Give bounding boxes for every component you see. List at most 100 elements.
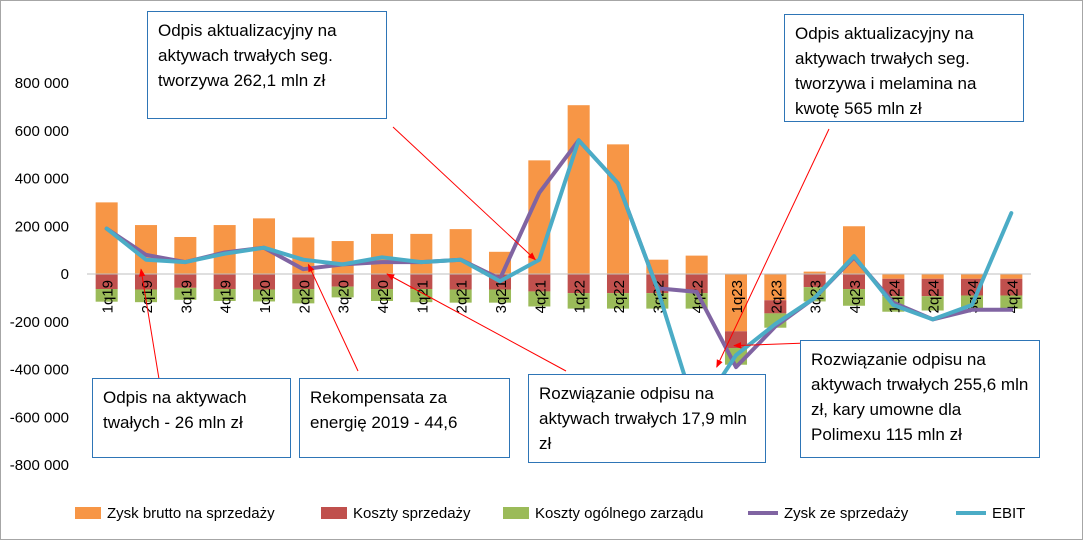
bar-koszty-zarzadu [292, 289, 315, 304]
legend-label: Zysk ze sprzedaży [784, 505, 909, 522]
bar-koszty-zarzadu [842, 289, 866, 306]
annotation-arrow [392, 126, 536, 261]
x-tick-label: 3q19 [178, 280, 195, 313]
x-tick-label: 1q20 [257, 280, 274, 313]
bar-zysk-brutto [174, 236, 197, 274]
bar-koszty-sprzedazy [410, 274, 433, 290]
x-tick-label: 2q19 [139, 280, 156, 313]
annotation-odpis-26: Odpis na aktywach twałych - 26 mln zł [92, 378, 291, 458]
bar-zysk-brutto [331, 241, 354, 274]
y-tick-label: 800 000 [15, 75, 69, 92]
bar-koszty-sprzedazy [292, 274, 315, 290]
annotation-rekompensata: Rekompensata za energię 2019 - 44,6 [299, 378, 510, 458]
bar-koszty-sprzedazy [882, 278, 905, 297]
x-tick-label: 4q20 [375, 280, 392, 313]
legend-swatch [75, 507, 101, 519]
bar-koszty-zarzadu [134, 289, 158, 303]
x-tick-label: 1q22 [572, 280, 589, 313]
x-tick-label: 4q21 [532, 280, 549, 313]
bar-koszty-zarzadu [95, 289, 118, 302]
bar-zysk-brutto [1000, 274, 1023, 279]
x-tick-label: 4q19 [218, 280, 235, 313]
line-zysk-ze-sprzedazy [104, 138, 1014, 370]
y-tick-label: 600 000 [15, 123, 69, 140]
y-tick-label: -600 000 [10, 409, 69, 426]
bar-zysk-brutto [960, 274, 984, 279]
bar-koszty-zarzadu [606, 293, 630, 309]
bar-zysk-brutto [724, 274, 748, 332]
legend-swatch [503, 507, 529, 519]
bar-koszty-sprzedazy [331, 274, 354, 287]
x-tick-label: 1q21 [414, 280, 431, 313]
annotation-rozwiazanie-255: Rozwiązanie odpisu na aktywach trwałych … [800, 340, 1040, 458]
bar-koszty-sprzedazy [724, 331, 748, 349]
legend-label: Koszty ogólnego zarządu [535, 505, 703, 522]
bar-koszty-zarzadu [370, 289, 394, 301]
bar-koszty-zarzadu [410, 289, 433, 303]
bar-koszty-zarzadu [567, 293, 590, 309]
bar-koszty-sprzedazy [803, 274, 826, 288]
bar-koszty-zarzadu [174, 287, 197, 300]
annotation-arrow [716, 128, 830, 368]
bar-koszty-sprzedazy [174, 274, 197, 288]
bar-koszty-zarzadu [528, 291, 551, 307]
x-tick-label: 2q23 [768, 280, 785, 313]
y-tick-label: -400 000 [10, 362, 69, 379]
annotation-odpis-565: Odpis aktualizacyjny na aktywach trwałyc… [784, 14, 1024, 122]
bar-koszty-sprzedazy [252, 274, 276, 290]
x-tick-label: 2q21 [454, 280, 471, 313]
x-tick-label: 3q21 [493, 280, 510, 313]
bar-koszty-sprzedazy [134, 274, 158, 290]
line-ebit [104, 138, 1014, 417]
x-tick-label: 1q19 [100, 280, 117, 313]
x-tick-label: 4q23 [847, 280, 864, 313]
legend-label: Zysk brutto na sprzedaży [107, 505, 275, 522]
bar-koszty-zarzadu [213, 289, 236, 301]
bar-koszty-sprzedazy [764, 300, 787, 314]
y-tick-label: -800 000 [10, 457, 69, 474]
x-tick-label: 3q20 [336, 280, 353, 313]
bar-koszty-sprzedazy [921, 278, 944, 297]
bar-koszty-sprzedazy [449, 274, 472, 290]
bar-zysk-brutto [685, 255, 708, 274]
x-tick-label: 2q24 [926, 280, 943, 313]
x-tick-label: 2q20 [296, 280, 313, 313]
x-tick-label: 2q22 [611, 280, 628, 313]
bar-zysk-brutto [410, 233, 433, 274]
bar-zysk-brutto [921, 274, 944, 279]
bar-koszty-zarzadu [488, 289, 512, 303]
bar-zysk-brutto [882, 274, 905, 279]
y-tick-label: 0 [61, 266, 69, 283]
annotation-odpis-262: Odpis aktualizacyjny na aktywach trwałyc… [147, 11, 387, 119]
bar-koszty-sprzedazy [842, 274, 866, 290]
bar-koszty-zarzadu [449, 289, 472, 303]
bar-koszty-sprzedazy [95, 274, 118, 290]
bar-koszty-zarzadu [1000, 295, 1023, 309]
bar-zysk-brutto [213, 225, 236, 274]
bar-zysk-brutto [370, 233, 394, 274]
annotation-arrow [733, 342, 808, 349]
bar-koszty-sprzedazy [528, 274, 551, 292]
bar-koszty-zarzadu [331, 286, 354, 298]
y-tick-label: 200 000 [15, 218, 69, 235]
x-tick-label: 1q23 [729, 280, 746, 313]
bar-koszty-sprzedazy [685, 274, 708, 294]
bar-koszty-sprzedazy [606, 274, 630, 294]
annotation-arrow [139, 268, 160, 380]
bar-zysk-brutto [449, 229, 472, 274]
bar-koszty-sprzedazy [567, 274, 590, 294]
bar-koszty-zarzadu [252, 289, 276, 302]
bar-koszty-sprzedazy [213, 274, 236, 290]
annotation-arrow [386, 273, 567, 372]
bar-koszty-sprzedazy [1000, 278, 1023, 296]
legend-swatch [321, 507, 347, 519]
bar-zysk-brutto [95, 202, 118, 275]
legend-label: EBIT [992, 505, 1025, 522]
annotation-rozwiazanie-17: Rozwiązanie odpisu na aktywach trwałych … [528, 374, 766, 463]
legend-label: Koszty sprzedaży [353, 505, 471, 522]
bar-zysk-brutto [803, 271, 826, 274]
bar-koszty-zarzadu [921, 296, 944, 311]
annotation-arrow [307, 263, 359, 372]
